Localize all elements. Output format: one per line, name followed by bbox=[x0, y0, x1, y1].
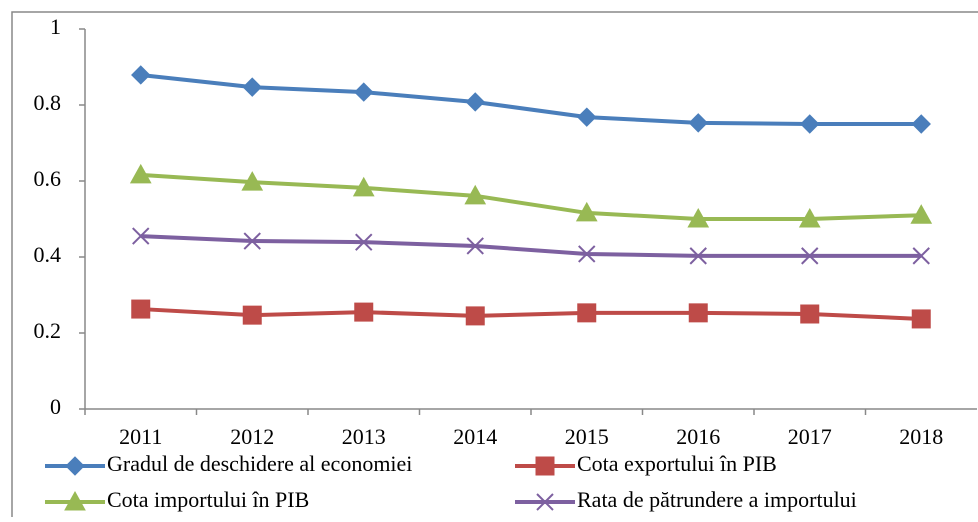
data-point bbox=[577, 303, 597, 323]
data-point bbox=[689, 247, 707, 265]
series-line bbox=[140, 234, 922, 258]
legend-marker bbox=[65, 456, 85, 476]
data-point bbox=[242, 77, 262, 97]
data-point bbox=[688, 113, 708, 133]
data-point bbox=[241, 171, 264, 191]
chart-frame bbox=[11, 11, 978, 522]
x-tick-label: 2016 bbox=[676, 424, 720, 449]
data-point bbox=[911, 114, 931, 134]
series-line bbox=[140, 172, 922, 221]
data-point bbox=[910, 204, 933, 224]
data-point bbox=[577, 107, 597, 127]
data-point bbox=[800, 114, 820, 134]
data-point bbox=[688, 303, 708, 323]
y-tick-label: 0.2 bbox=[34, 318, 62, 343]
y-tick-label: 0 bbox=[50, 394, 61, 419]
y-tick-label: 1 bbox=[50, 14, 61, 39]
data-point bbox=[131, 65, 151, 85]
data-point bbox=[465, 92, 485, 112]
data-point bbox=[355, 233, 373, 251]
data-point bbox=[464, 184, 487, 205]
data-point bbox=[798, 207, 821, 228]
series-line bbox=[140, 307, 922, 321]
x-tick-label: 2015 bbox=[565, 424, 609, 449]
data-point bbox=[132, 227, 150, 245]
x-tick-label: 2011 bbox=[119, 424, 162, 449]
x-tick-label: 2014 bbox=[453, 424, 497, 449]
data-point bbox=[687, 207, 710, 228]
data-point bbox=[578, 245, 596, 263]
data-point bbox=[911, 309, 931, 329]
data-point bbox=[242, 305, 262, 325]
y-tick-label: 0.6 bbox=[34, 166, 62, 191]
legend-marker bbox=[535, 456, 555, 476]
legend-label: Gradul de deschidere al economiei bbox=[107, 451, 412, 476]
x-tick-label: 2018 bbox=[899, 424, 943, 449]
data-point bbox=[354, 302, 374, 322]
data-point bbox=[466, 237, 484, 255]
legend-label: Rata de pătrundere a importului bbox=[577, 487, 857, 512]
legend-label: Cota importului în PIB bbox=[107, 487, 309, 512]
series-line bbox=[140, 72, 922, 126]
data-point bbox=[800, 304, 820, 324]
x-tick-label: 2012 bbox=[230, 424, 274, 449]
y-tick-label: 0.4 bbox=[34, 242, 62, 267]
data-point bbox=[243, 232, 261, 250]
data-point bbox=[354, 82, 374, 102]
data-point bbox=[129, 163, 152, 184]
x-tick-label: 2013 bbox=[342, 424, 386, 449]
legend-label: Cota exportului în PIB bbox=[577, 451, 777, 476]
data-point bbox=[912, 247, 930, 265]
data-point bbox=[575, 201, 598, 222]
x-tick-label: 2017 bbox=[788, 424, 832, 449]
legend-marker bbox=[64, 490, 86, 511]
y-tick-label: 0.8 bbox=[34, 90, 62, 115]
data-point bbox=[352, 176, 375, 197]
legend-marker bbox=[536, 493, 554, 511]
data-point bbox=[801, 247, 819, 265]
data-point bbox=[131, 299, 151, 319]
data-point bbox=[465, 306, 485, 326]
